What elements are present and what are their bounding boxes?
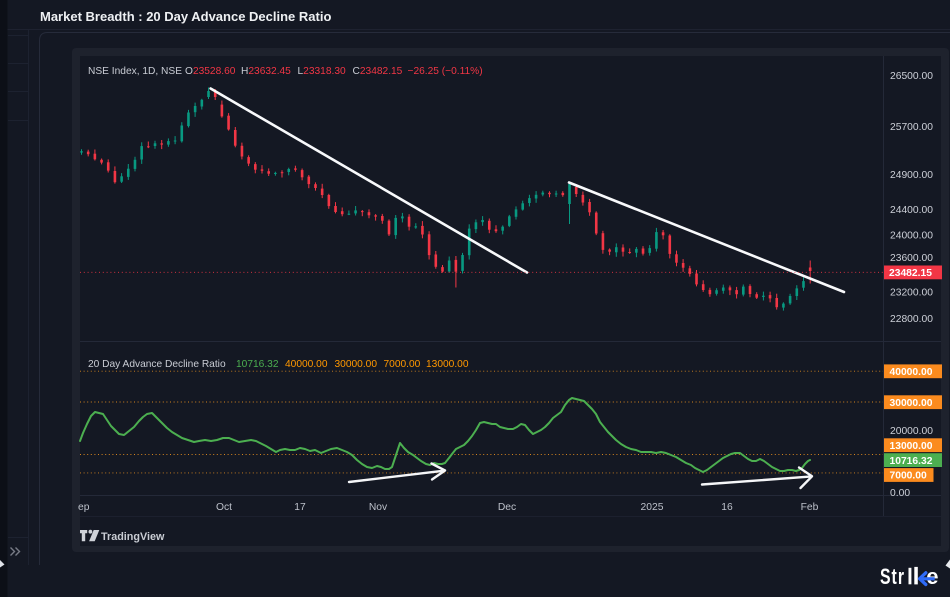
svg-text:30000.00: 30000.00 xyxy=(890,398,933,409)
svg-text:10716.32: 10716.32 xyxy=(236,359,279,370)
svg-text:Str: Str xyxy=(880,566,905,590)
svg-text:7000.00: 7000.00 xyxy=(384,359,421,370)
svg-text:20 Day Advance Decline Ratio: 20 Day Advance Decline Ratio xyxy=(88,359,226,370)
svg-text:L23318.30: L23318.30 xyxy=(298,66,346,77)
svg-text:e: e xyxy=(926,564,938,589)
svg-text:22800.00: 22800.00 xyxy=(890,314,933,325)
svg-text:10716.32: 10716.32 xyxy=(890,456,933,467)
svg-text:20000.00: 20000.00 xyxy=(890,426,933,437)
svg-text:24900.00: 24900.00 xyxy=(890,170,933,181)
svg-text:23200.00: 23200.00 xyxy=(890,288,933,299)
svg-text:−26.25 (−0.11%): −26.25 (−0.11%) xyxy=(408,66,483,77)
svg-text:30000.00: 30000.00 xyxy=(335,359,378,370)
svg-text:13000.00: 13000.00 xyxy=(890,441,933,452)
svg-text:24000.00: 24000.00 xyxy=(890,231,933,242)
svg-text:26500.00: 26500.00 xyxy=(890,71,933,82)
svg-text:Oct: Oct xyxy=(216,502,232,513)
svg-text:40000.00: 40000.00 xyxy=(285,359,328,370)
svg-text:TradingView: TradingView xyxy=(101,531,165,543)
svg-text:24400.00: 24400.00 xyxy=(890,205,933,216)
svg-text:23600.00: 23600.00 xyxy=(890,253,933,264)
svg-text:NSE Index, 1D, NSE: NSE Index, 1D, NSE xyxy=(88,66,182,77)
svg-text:Dec: Dec xyxy=(498,502,516,513)
svg-text:Feb: Feb xyxy=(801,502,819,513)
svg-text:40000.00: 40000.00 xyxy=(890,367,933,378)
svg-text:ep: ep xyxy=(78,502,90,513)
svg-text:0.00: 0.00 xyxy=(890,488,910,499)
svg-text:25700.00: 25700.00 xyxy=(890,122,933,133)
svg-text:7000.00: 7000.00 xyxy=(890,471,927,482)
svg-text:Market Breadth : 20 Day Advanc: Market Breadth : 20 Day Advance Decline … xyxy=(40,9,331,24)
svg-text:23482.15: 23482.15 xyxy=(889,268,932,279)
svg-text:O23528.60: O23528.60 xyxy=(185,66,236,77)
svg-text:17: 17 xyxy=(294,502,306,513)
svg-text:2025: 2025 xyxy=(641,502,664,513)
svg-text:13000.00: 13000.00 xyxy=(426,359,469,370)
svg-text:C23482.15: C23482.15 xyxy=(353,66,403,77)
svg-text:16: 16 xyxy=(721,502,733,513)
svg-text:Nov: Nov xyxy=(369,502,388,513)
svg-text:H23632.45: H23632.45 xyxy=(241,66,291,77)
